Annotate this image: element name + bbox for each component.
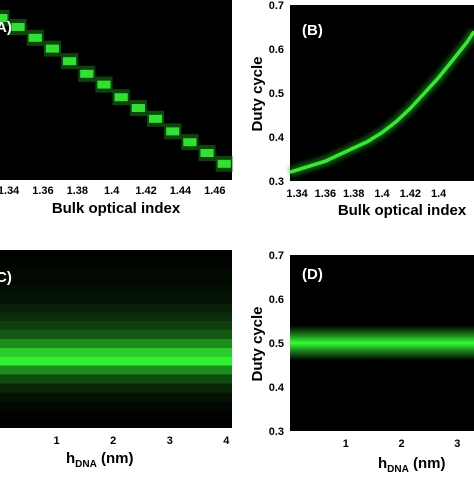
panel-b-x-tick-label: 1.4 <box>431 188 447 200</box>
panel-d-y-tick-label: 0.3 <box>269 426 284 438</box>
panel-a-cell <box>80 69 94 78</box>
panel-c-x-tick-label: 1 <box>54 435 60 447</box>
panel-b-y-ticks: 0.3 0.4 0.5 0.6 0.7 <box>269 0 285 188</box>
panel-d-x-tick-label: 1 <box>343 438 349 450</box>
panel-d-y-tick-label: 0.6 <box>269 294 284 306</box>
panel-c-x-tick-label: 3 <box>167 435 173 447</box>
panel-d-y-tick-label: 0.4 <box>269 382 285 394</box>
panel-b-x-axis-label: Bulk optical index <box>338 202 467 219</box>
panel-a-x-tick-label: 1.46 <box>204 185 225 197</box>
panel-b-band <box>289 30 474 174</box>
panel-b-x-tick-label: 1.42 <box>400 188 421 200</box>
panel-b-marks <box>288 28 474 177</box>
panel-c: C) 1 2 3 4 hDNA (nm) <box>0 250 232 470</box>
panel-a-cell <box>0 14 8 22</box>
panel-b-y-tick-label: 0.3 <box>269 176 284 188</box>
panel-a-cell <box>11 23 25 31</box>
panel-a-x-ticks: 1.34 1.36 1.38 1.4 1.42 1.44 1.46 <box>0 185 226 197</box>
panel-a-marks <box>0 10 233 172</box>
panel-c-x-axis-unit: (nm) <box>97 450 134 467</box>
panel-b-label: (B) <box>302 22 323 39</box>
panel-b-x-tick-label: 1.34 <box>286 188 308 200</box>
panel-d-x-tick-label: 2 <box>398 438 404 450</box>
panel-b-y-axis-label: Duty cycle <box>249 56 266 131</box>
panel-b-x-ticks: 1.34 1.36 1.38 1.4 1.42 1.4 <box>286 188 447 200</box>
panel-d-x-axis-unit: (nm) <box>409 455 446 472</box>
panel-c-x-tick-label: 4 <box>223 435 230 447</box>
panel-c-x-ticks: 1 2 3 4 <box>54 435 231 447</box>
panel-d-label: (D) <box>302 266 323 283</box>
panel-c-x-axis-label: hDNA (nm) <box>66 450 134 470</box>
panel-d-y-ticks: 0.3 0.4 0.5 0.6 0.7 <box>269 250 285 438</box>
panel-d-y-axis-label: Duty cycle <box>249 306 266 381</box>
panel-c-heatmap <box>0 250 232 428</box>
panel-a-cell <box>200 149 214 157</box>
panel-b: (B) 0.30.40.50.60.7 1.34 1.36 1.38 1.4 1.42 1… <box>249 0 474 219</box>
panel-d: (D) 0.3 0.4 0.5 0.6 0.7 1 2 3 Duty cycle hDNA … <box>249 250 474 475</box>
panel-b-y-tick-label: 0.7 <box>269 0 284 12</box>
panel-a-cell <box>63 57 77 66</box>
panel-a-cell <box>148 114 163 123</box>
panel-a-x-tick-label: 1.44 <box>170 185 192 197</box>
panel-b-y-tick-label: 0.6 <box>269 44 284 56</box>
panel-a-cell <box>217 159 231 168</box>
panel-d-y-tick-label: 0.7 <box>269 250 284 262</box>
panel-a-label: A) <box>0 19 12 36</box>
panel-a-x-tick-label: 1.38 <box>67 185 88 197</box>
panel-a-cell <box>114 93 128 102</box>
panel-a-x-tick-label: 1.4 <box>104 185 120 197</box>
panel-d-x-axis-label: hDNA (nm) <box>378 455 446 474</box>
panel-c-x-tick-label: 2 <box>110 435 116 447</box>
panel-c-label: C) <box>0 269 12 286</box>
panel-c-x-axis-subscript: DNA <box>75 459 97 470</box>
panel-a-x-tick-label: 1.34 <box>0 185 20 197</box>
panel-a-cell <box>166 127 180 136</box>
panel-d-x-axis-subscript: DNA <box>387 464 409 474</box>
panel-a-cell <box>97 80 111 89</box>
panel-d-heatmap <box>290 255 474 431</box>
panel-a-x-axis-label: Bulk optical index <box>52 200 181 217</box>
panel-a-x-tick-label: 1.36 <box>32 185 53 197</box>
panel-b-x-tick-label: 1.38 <box>343 188 364 200</box>
panel-d-x-axis-symbol: h <box>378 455 387 472</box>
panel-c-x-axis-symbol: h <box>66 450 75 467</box>
panel-b-x-tick-label: 1.4 <box>374 188 390 200</box>
panel-d-y-tick-label: 0.5 <box>269 338 284 350</box>
panel-b-y-tick-label: 0.4 <box>269 132 285 144</box>
panel-a-cell <box>183 138 197 147</box>
panel-d-x-ticks: 1 2 3 <box>343 438 461 450</box>
panel-b-plot-area <box>290 5 474 181</box>
panel-b-x-tick-label: 1.36 <box>315 188 336 200</box>
panel-a-cell <box>131 104 145 112</box>
panel-d-x-tick-label: 3 <box>454 438 460 450</box>
panel-a-cell <box>45 44 60 53</box>
panel-a-x-tick-label: 1.42 <box>135 185 156 197</box>
panel-a: A) 1.34 1.36 1.38 1.4 1.42 1.44 1.46 Bulk opti… <box>0 0 233 217</box>
panel-a-cell <box>28 33 42 42</box>
panel-b-y-tick-label: 0.5 <box>269 88 284 100</box>
